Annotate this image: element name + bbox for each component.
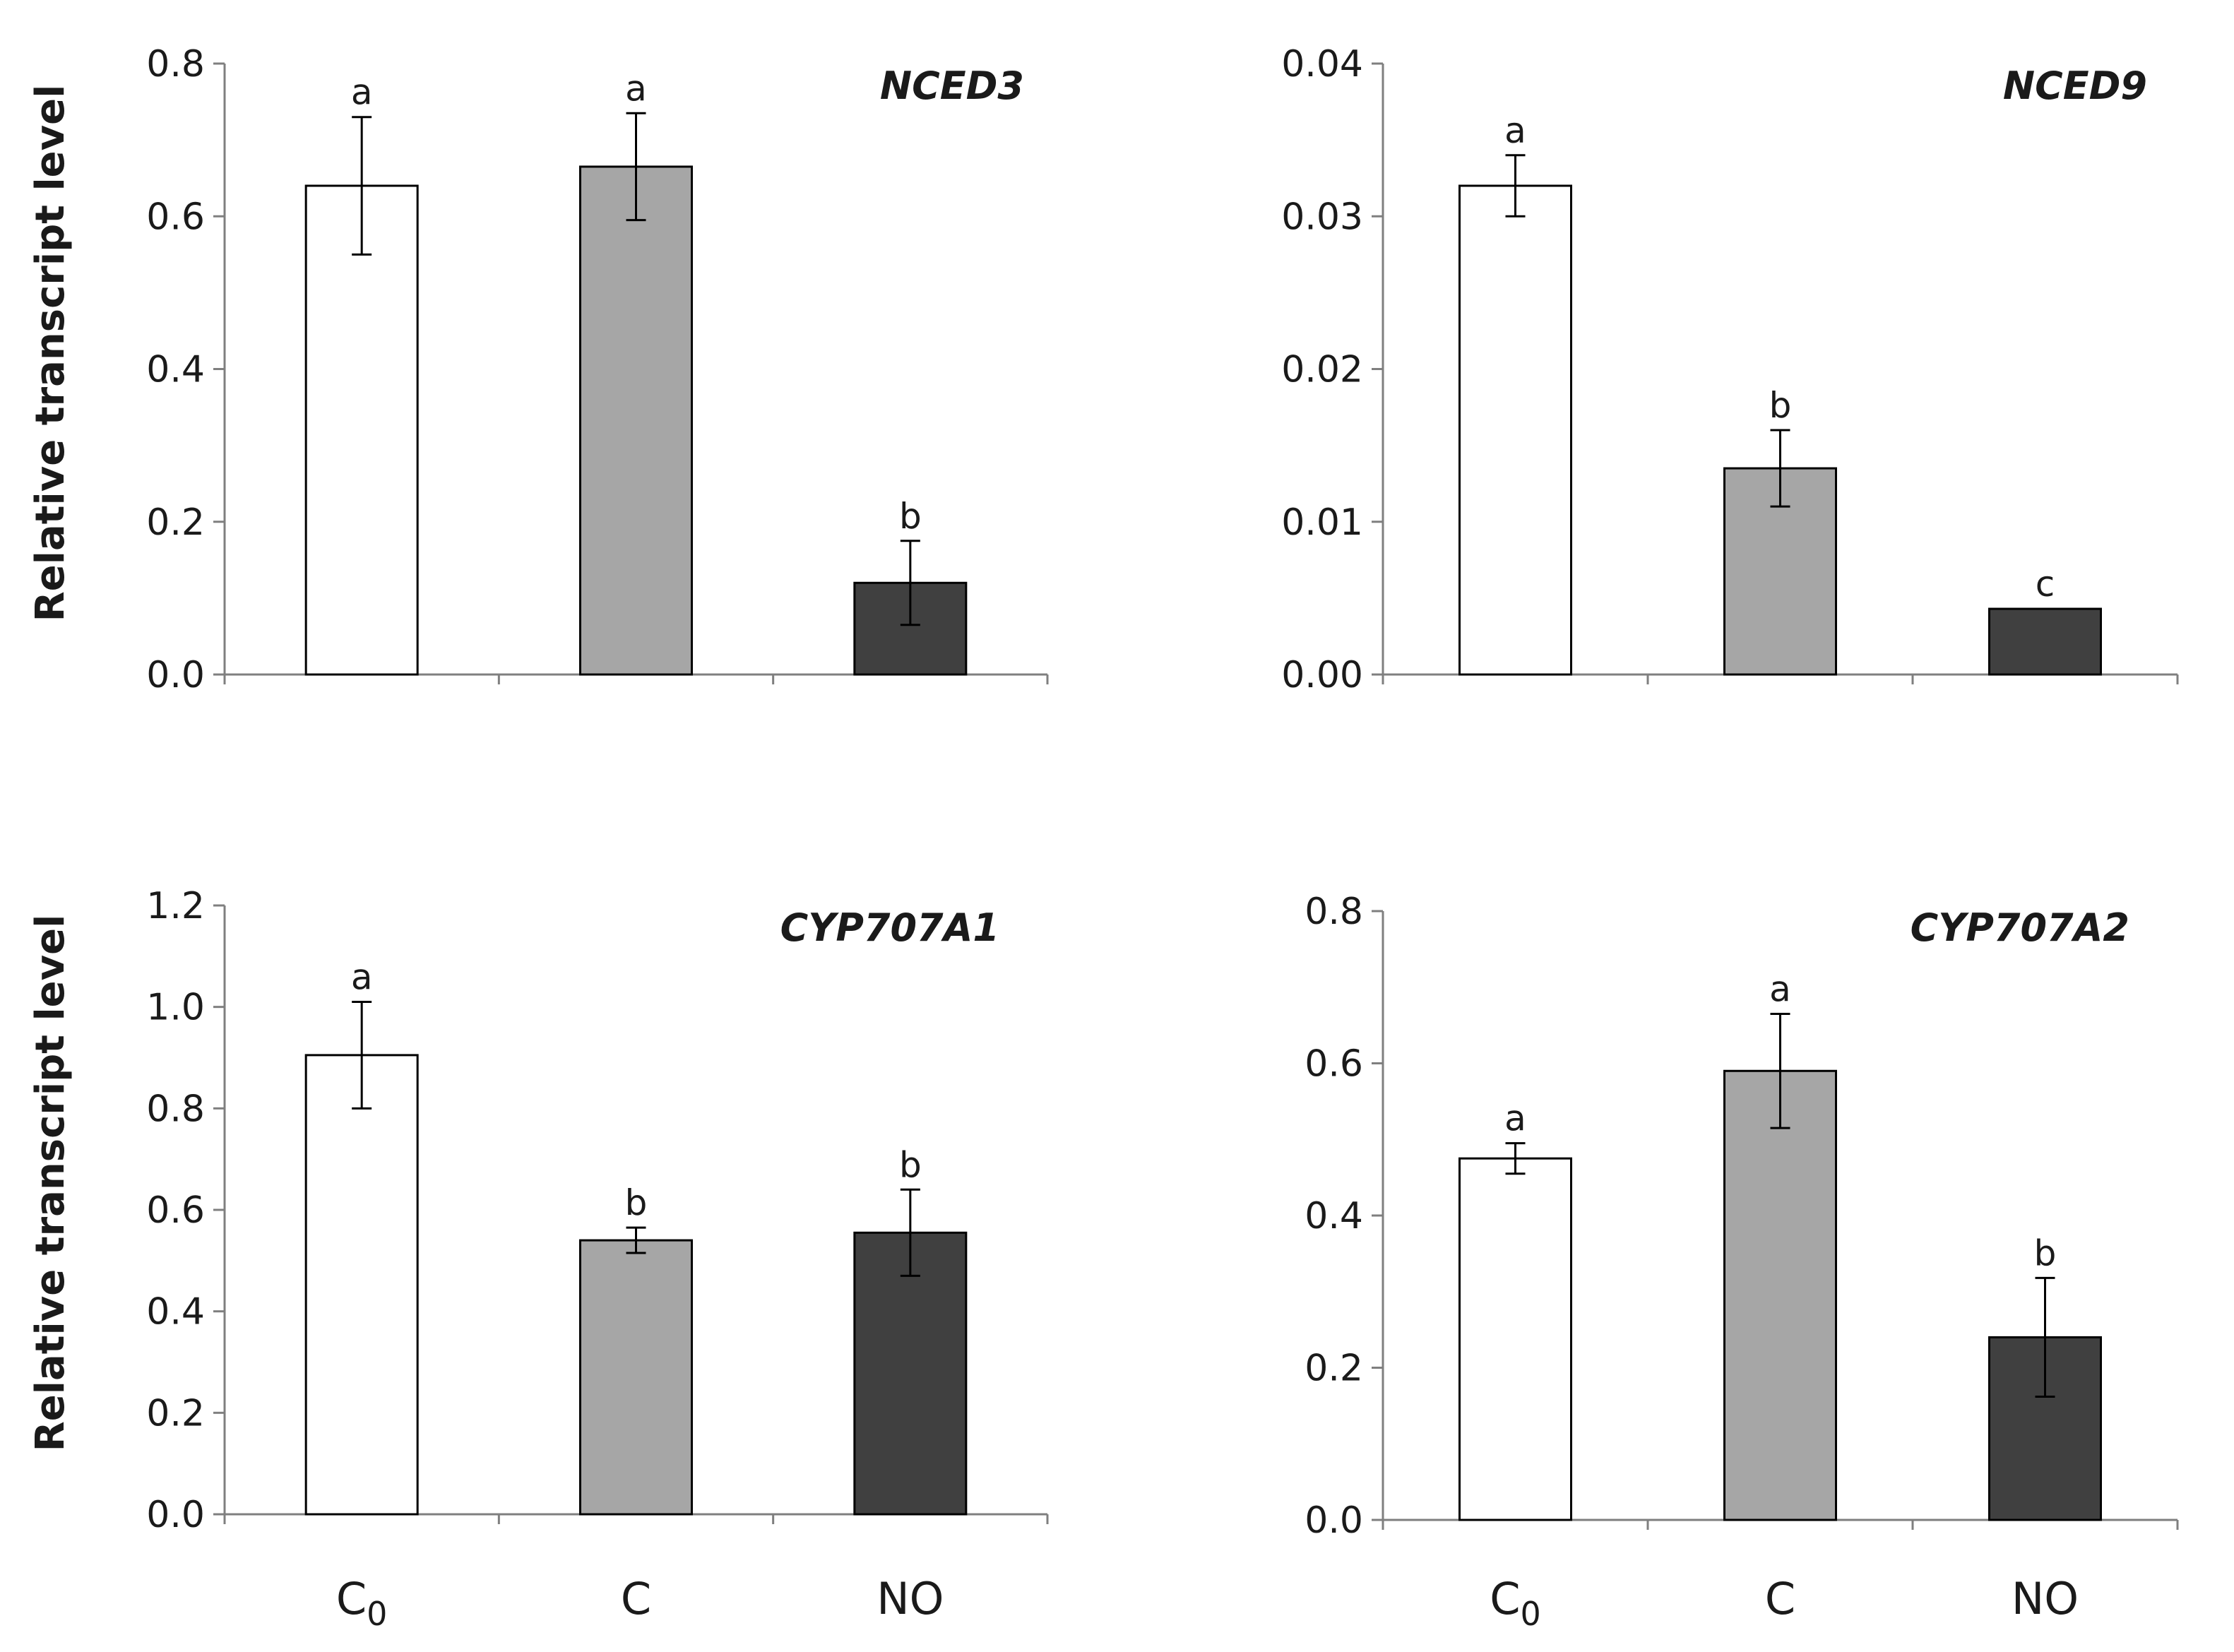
y-tick-label: 0.2 xyxy=(146,1392,205,1434)
y-tick-label: 0.02 xyxy=(1281,349,1363,391)
y-tick-label: 0.6 xyxy=(146,196,205,238)
panel-nced9: 0.00 0.01 0.02 0.03 0.04 a b c NCED9 xyxy=(1281,43,2179,696)
bar-no xyxy=(853,1231,968,1516)
y-tick-label: 0.2 xyxy=(1305,1348,1363,1390)
significance-letter: b xyxy=(899,1144,922,1185)
significance-letter: b xyxy=(625,1182,648,1223)
category-label-no: NO xyxy=(2012,1573,2079,1624)
y-tick-label: 0.6 xyxy=(146,1189,205,1232)
y-tick-label: 1.2 xyxy=(146,885,205,927)
y-tick-label: 0.8 xyxy=(146,43,205,85)
y-tick-label: 0.8 xyxy=(146,1088,205,1130)
bar-c xyxy=(579,165,693,676)
category-label-c: C xyxy=(1765,1573,1795,1624)
significance-letter: b xyxy=(2034,1232,2057,1273)
y-tick-label: 0.0 xyxy=(146,654,205,696)
significance-letter: a xyxy=(1769,968,1791,1009)
y-axis-label: Relative transcript level xyxy=(28,915,73,1452)
category-label-c0: C0 xyxy=(1490,1573,1541,1633)
bar-c0 xyxy=(1458,184,1572,676)
y-tick-label: 0.00 xyxy=(1281,654,1363,696)
category-label-c: C xyxy=(621,1573,651,1624)
gene-title: CYP707A2 xyxy=(1911,905,2129,950)
y-tick-label: 0.4 xyxy=(146,1291,205,1333)
bar-c0 xyxy=(304,184,419,676)
panel-cyp707a1: 0.0 0.2 0.4 0.6 0.8 1.0 1.2 a b b CYP707A1 Relative… xyxy=(28,885,1049,1536)
category-label-c0: C0 xyxy=(336,1573,388,1633)
significance-letter: a xyxy=(1504,110,1526,151)
y-tick-label: 0.01 xyxy=(1281,501,1363,544)
y-tick-label: 0.6 xyxy=(1305,1043,1363,1086)
y-tick-label: 0.04 xyxy=(1281,43,1363,85)
category-label-no: NO xyxy=(877,1573,944,1624)
y-tick-label: 0.2 xyxy=(146,501,205,544)
gene-title: CYP707A1 xyxy=(780,905,999,950)
y-tick-label: 1.0 xyxy=(146,987,205,1029)
gene-title: NCED3 xyxy=(880,64,1024,108)
significance-letter: b xyxy=(1769,385,1792,426)
y-tick-label: 0.4 xyxy=(146,349,205,391)
bar-c xyxy=(1723,1069,1837,1521)
panel-nced3: 0.0 0.2 0.4 0.6 0.8 a a b NCED3 Relative transcri… xyxy=(28,43,1049,696)
significance-letter: a xyxy=(351,956,373,997)
gene-title: NCED9 xyxy=(2003,64,2147,108)
bar-c0 xyxy=(1458,1157,1572,1521)
y-tick-label: 0.03 xyxy=(1281,196,1363,238)
y-tick-label: 0.4 xyxy=(1305,1195,1363,1237)
significance-letter: a xyxy=(1504,1098,1526,1139)
y-tick-label: 0.8 xyxy=(1305,891,1363,933)
bar-no xyxy=(1988,607,2102,676)
y-axis-label: Relative transcript level xyxy=(28,85,73,622)
bar-c xyxy=(579,1239,693,1516)
y-tick-label: 0.0 xyxy=(1305,1499,1363,1542)
significance-letter: a xyxy=(351,72,373,113)
y-tick-label: 0.0 xyxy=(146,1494,205,1536)
bar-c0 xyxy=(304,1054,419,1516)
significance-letter: b xyxy=(899,496,922,537)
panel-cyp707a2: 0.0 0.2 0.4 0.6 0.8 a a b CYP707A2 xyxy=(1305,891,2179,1542)
significance-letter: a xyxy=(625,68,647,109)
significance-letter: c xyxy=(2036,564,2055,605)
